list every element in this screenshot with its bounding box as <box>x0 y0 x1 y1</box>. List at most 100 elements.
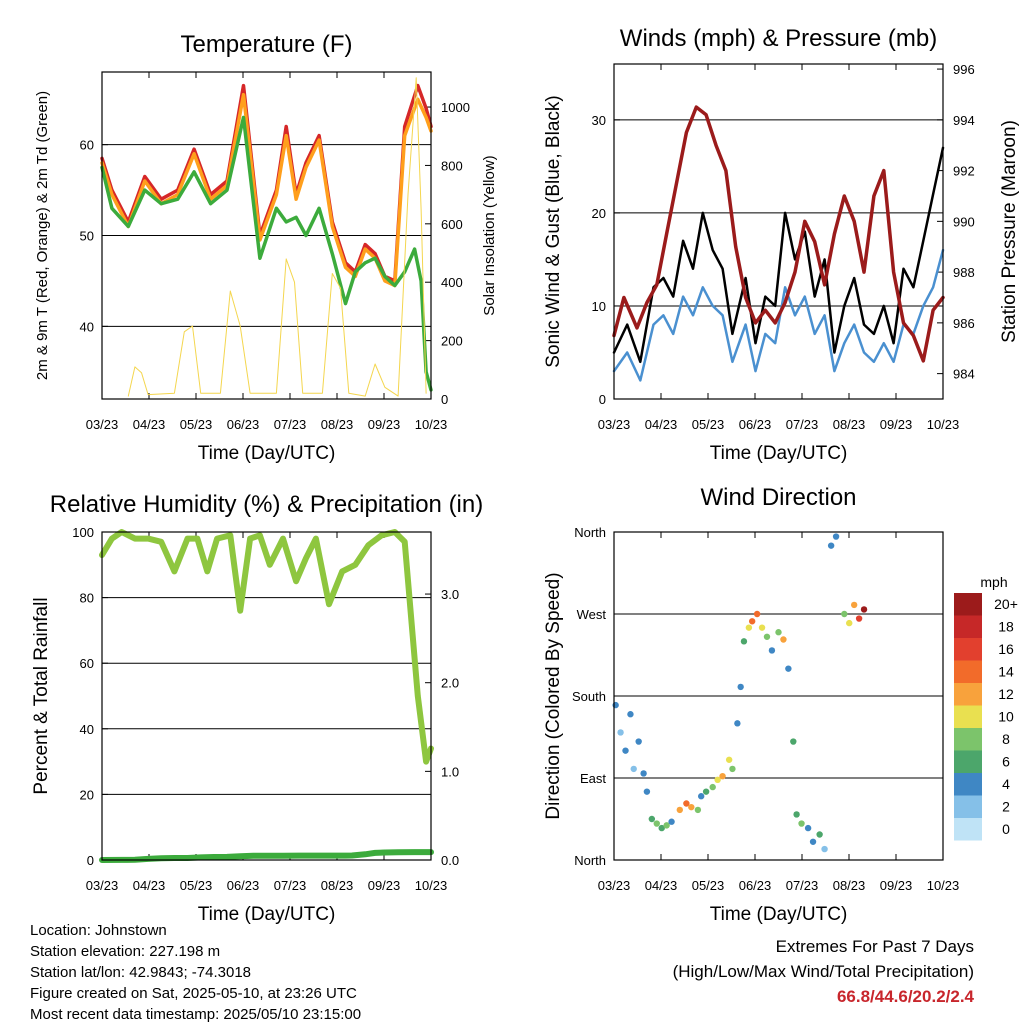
x-tick-label: 04/23 <box>645 417 678 432</box>
direction-point <box>737 683 744 691</box>
panel-title: Winds (mph) & Pressure (mb) <box>620 25 937 52</box>
direction-point <box>622 747 629 754</box>
colorbar-swatch <box>954 638 982 661</box>
x-tick-label: 06/23 <box>739 878 772 893</box>
x-tick-label: 08/23 <box>833 417 866 432</box>
x-tick-label: 09/23 <box>368 417 401 432</box>
direction-point <box>758 624 766 631</box>
y-tick-label: 10 <box>592 299 606 314</box>
series-line-total-rainfall <box>99 849 434 863</box>
y-tick-label: North <box>574 853 606 868</box>
station-info: Location: Johnstown Station elevation: 2… <box>30 920 361 1025</box>
direction-point <box>635 738 642 745</box>
panel-title: Wind Direction <box>700 484 856 511</box>
y-right-tick-label: 1000 <box>441 100 470 115</box>
panel-4: Wind Direction Time (Day/UTC) North East Sou… <box>543 484 1018 925</box>
y-right-tick-label: 988 <box>953 265 975 280</box>
direction-point <box>709 783 716 791</box>
plot-frame <box>101 531 432 861</box>
x-tick-label: 07/23 <box>786 878 819 893</box>
colorbar-swatch <box>954 615 982 638</box>
colorbar-swatch <box>954 683 982 706</box>
y-tick-label: South <box>572 689 606 704</box>
direction-point <box>725 756 733 763</box>
direction-point <box>846 619 853 627</box>
colorbar-swatch <box>954 705 982 728</box>
direction-point <box>780 636 787 643</box>
panel-1: Temperature (F)Time (Day/UTC)40506002004… <box>34 31 498 464</box>
x-tick-label: 07/23 <box>274 878 307 893</box>
direction-point <box>740 638 748 645</box>
x-tick-label: 06/23 <box>227 878 260 893</box>
x-tick-label: 07/23 <box>274 417 307 432</box>
y-right-tick-label: 800 <box>441 158 463 173</box>
x-tick-label: 05/23 <box>692 878 725 893</box>
x-tick-label: 09/23 <box>368 878 401 893</box>
panel-title: Temperature (F) <box>180 31 352 58</box>
x-tick-label: 04/23 <box>133 417 166 432</box>
colorbar-swatch <box>954 593 982 616</box>
colorbar-title: mph <box>980 574 1007 590</box>
direction-point <box>729 765 736 773</box>
y-right-axis-label: Solar Insolation (Yellow) <box>481 155 498 315</box>
x-tick-label: 04/23 <box>133 878 166 893</box>
extremes-title: Extremes For Past 7 Days <box>775 937 974 956</box>
x-tick-label: 04/23 <box>645 878 678 893</box>
x-tick-label: 05/23 <box>692 417 725 432</box>
direction-point <box>821 845 828 853</box>
colorbar-label: 8 <box>1002 731 1010 747</box>
y-right-tick-label: 994 <box>953 113 975 128</box>
direction-point <box>668 818 675 825</box>
x-tick-label: 03/23 <box>86 878 119 893</box>
plot-frame <box>101 71 432 400</box>
direction-point <box>850 601 858 609</box>
colorbar-label: 0 <box>1002 821 1010 837</box>
x-tick-label: 03/23 <box>598 417 631 432</box>
y-right-tick-label: 400 <box>441 275 463 290</box>
colorbar-label: 20+ <box>994 596 1018 612</box>
series-line-solar-insolation <box>127 77 427 397</box>
x-tick-label: 03/23 <box>598 878 631 893</box>
colorbar-label: 6 <box>1002 754 1010 770</box>
direction-point <box>816 831 823 838</box>
direction-point <box>719 772 726 780</box>
x-tick-label: 03/23 <box>86 417 119 432</box>
colorbar-label: 12 <box>998 686 1014 702</box>
y-tick-label: 30 <box>592 113 606 128</box>
x-tick-label: 10/23 <box>927 878 960 893</box>
direction-point <box>643 788 651 795</box>
y-tick-label: 40 <box>80 319 94 334</box>
direction-point <box>785 665 792 672</box>
location-text: Location: Johnstown <box>30 922 167 939</box>
colorbar-swatch <box>954 773 982 796</box>
direction-point <box>694 806 702 814</box>
y-tick-label: North <box>574 525 606 540</box>
y-tick-label: 60 <box>80 656 94 671</box>
x-axis-label: Time (Day/UTC) <box>198 904 336 925</box>
y-tick-label: 60 <box>80 138 94 153</box>
panel-title: Relative Humidity (%) & Precipitation (i… <box>50 491 483 518</box>
x-tick-label: 05/23 <box>180 417 213 432</box>
direction-point <box>734 720 741 727</box>
x-tick-label: 05/23 <box>180 878 213 893</box>
colorbar-label: 16 <box>998 641 1014 657</box>
latlon-text: Station lat/lon: 42.9843; -74.3018 <box>30 964 252 981</box>
y-axis-label: 2m & 9m T (Red, Orange) & 2m Td (Green) <box>34 91 51 380</box>
y-tick-label: 40 <box>80 722 94 737</box>
direction-point <box>714 776 721 784</box>
y-tick-label: 80 <box>80 591 94 606</box>
y-right-tick-label: 1.0 <box>441 764 459 779</box>
direction-point <box>627 711 634 718</box>
x-axis-label: Time (Day/UTC) <box>710 904 848 925</box>
direction-point <box>798 820 805 827</box>
extremes-subtitle: (High/Low/Max Wind/Total Precipitation) <box>672 962 974 981</box>
plot-frame <box>613 63 944 400</box>
y-right-tick-label: 0 <box>441 392 448 407</box>
colorbar-swatch <box>954 750 982 773</box>
direction-point <box>753 610 761 618</box>
series-line-relative-humidity <box>99 529 434 765</box>
y-right-axis-label: Station Pressure (Maroon) <box>999 120 1020 343</box>
x-tick-label: 09/23 <box>880 878 913 893</box>
y-right-tick-label: 200 <box>441 334 463 349</box>
y-tick-label: East <box>580 771 606 786</box>
